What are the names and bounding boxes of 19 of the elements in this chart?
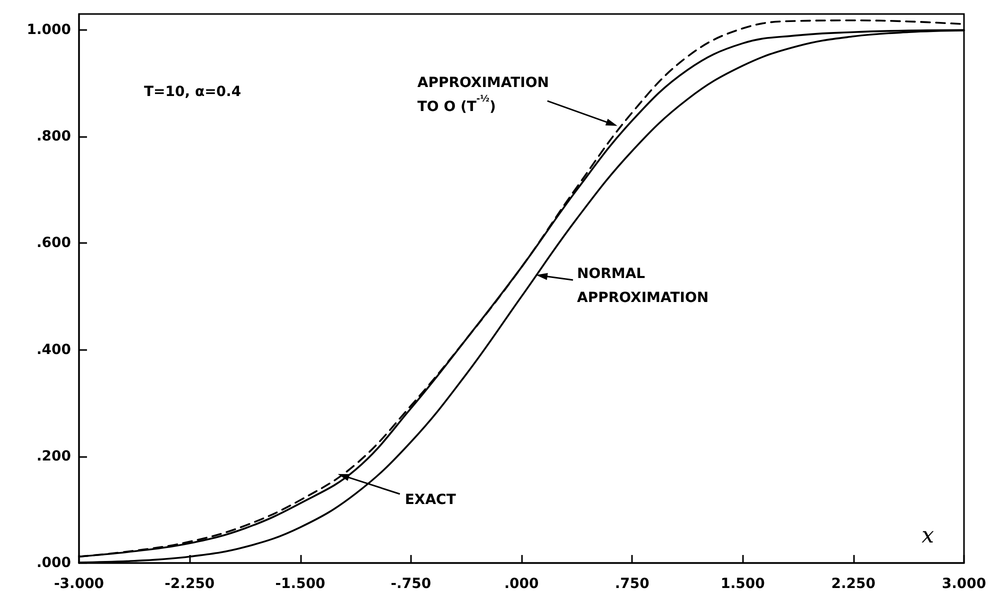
x-tick-label: -.750 xyxy=(390,576,432,592)
y-tick-label: .600 xyxy=(36,235,72,252)
x-tick-label: 3.000 xyxy=(942,576,986,592)
y-tick-label: .200 xyxy=(36,448,72,464)
x-tick-label: .750 xyxy=(614,576,650,592)
y-tick-label: .800 xyxy=(36,128,72,145)
x-tick-label: -3.000 xyxy=(54,576,104,592)
x-tick-label: -2.250 xyxy=(164,576,215,592)
x-tick-label: 1.500 xyxy=(720,576,766,592)
x-axis-title: x xyxy=(922,524,935,548)
x-tick-label: .000 xyxy=(504,576,540,592)
x-tick-label: 2.250 xyxy=(831,576,876,592)
annotation: T=10, α=0.4 xyxy=(144,84,242,100)
y-tick-label: .000 xyxy=(36,555,72,571)
annotation: EXACT xyxy=(404,492,456,508)
annotation: NORMAL APPROXIMATION xyxy=(577,266,709,306)
x-tick-label: -1.500 xyxy=(275,576,326,592)
y-tick-label: 1.000 xyxy=(26,22,72,38)
y-tick-label: .400 xyxy=(36,342,72,358)
